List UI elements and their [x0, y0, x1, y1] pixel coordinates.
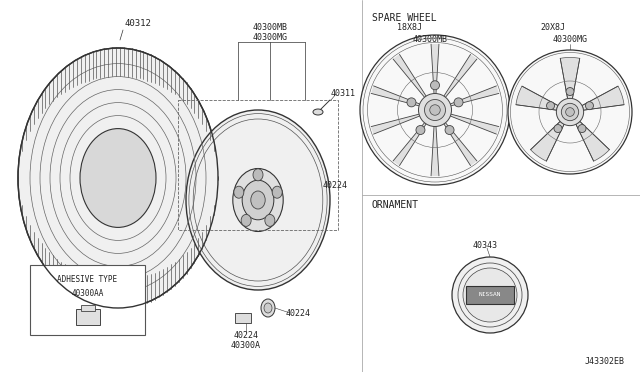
Ellipse shape: [186, 110, 330, 290]
Polygon shape: [431, 126, 439, 176]
Text: 40300AA: 40300AA: [71, 289, 104, 298]
Circle shape: [429, 105, 440, 115]
Text: ADHESIVE TYPE: ADHESIVE TYPE: [58, 276, 118, 285]
Ellipse shape: [251, 191, 265, 209]
Circle shape: [454, 98, 463, 107]
Ellipse shape: [234, 186, 244, 198]
Circle shape: [419, 93, 451, 126]
Polygon shape: [582, 86, 624, 110]
Text: 40300MG: 40300MG: [552, 35, 588, 45]
Circle shape: [508, 50, 632, 174]
Text: ORNAMENT: ORNAMENT: [372, 200, 419, 210]
Ellipse shape: [313, 109, 323, 115]
Polygon shape: [444, 54, 477, 97]
Circle shape: [578, 125, 586, 132]
Circle shape: [445, 125, 454, 135]
Circle shape: [554, 125, 562, 132]
Circle shape: [463, 268, 517, 322]
Bar: [178, 100, 338, 230]
Polygon shape: [516, 86, 558, 110]
Bar: [30, 265, 145, 335]
Ellipse shape: [272, 186, 282, 198]
Text: 40312: 40312: [125, 19, 152, 28]
Polygon shape: [451, 86, 499, 106]
Text: 40224: 40224: [285, 308, 310, 317]
Text: 40300MB: 40300MB: [253, 23, 287, 32]
Circle shape: [360, 35, 510, 185]
Polygon shape: [431, 44, 439, 93]
Ellipse shape: [265, 214, 275, 227]
Polygon shape: [451, 114, 499, 134]
Polygon shape: [371, 86, 420, 106]
Circle shape: [566, 108, 574, 116]
Polygon shape: [371, 114, 420, 134]
Ellipse shape: [261, 299, 275, 317]
Text: 40300MG: 40300MG: [253, 33, 287, 42]
Ellipse shape: [241, 214, 251, 227]
Text: 40311: 40311: [330, 90, 355, 99]
Ellipse shape: [242, 180, 274, 220]
Ellipse shape: [233, 169, 283, 231]
Circle shape: [561, 103, 579, 121]
Circle shape: [452, 257, 528, 333]
Text: 40300A: 40300A: [231, 341, 261, 350]
Circle shape: [424, 99, 445, 121]
Circle shape: [407, 98, 416, 107]
Circle shape: [416, 125, 425, 135]
Circle shape: [566, 87, 574, 96]
Ellipse shape: [18, 48, 218, 308]
Text: 20X8J: 20X8J: [540, 23, 565, 32]
Polygon shape: [444, 123, 477, 166]
Ellipse shape: [253, 169, 263, 181]
Polygon shape: [576, 121, 609, 161]
Ellipse shape: [264, 303, 272, 313]
Circle shape: [556, 98, 584, 126]
Polygon shape: [531, 121, 564, 161]
Text: 40300MB: 40300MB: [413, 35, 447, 45]
Polygon shape: [393, 123, 426, 166]
Text: J43302EB: J43302EB: [585, 357, 625, 366]
Circle shape: [586, 102, 593, 110]
Polygon shape: [393, 54, 426, 97]
Text: 40224: 40224: [323, 180, 348, 189]
Polygon shape: [560, 57, 580, 99]
Text: NISSAN: NISSAN: [479, 292, 501, 298]
Circle shape: [547, 102, 554, 110]
Bar: [235, 313, 251, 323]
Bar: [76, 309, 99, 325]
Ellipse shape: [80, 129, 156, 227]
Text: 18X8J: 18X8J: [397, 23, 422, 32]
Text: 40224: 40224: [234, 331, 259, 340]
Text: 40343: 40343: [472, 241, 497, 250]
Circle shape: [431, 81, 440, 90]
Bar: [466, 286, 514, 304]
Bar: [81, 305, 95, 311]
Text: SPARE WHEEL: SPARE WHEEL: [372, 13, 436, 23]
